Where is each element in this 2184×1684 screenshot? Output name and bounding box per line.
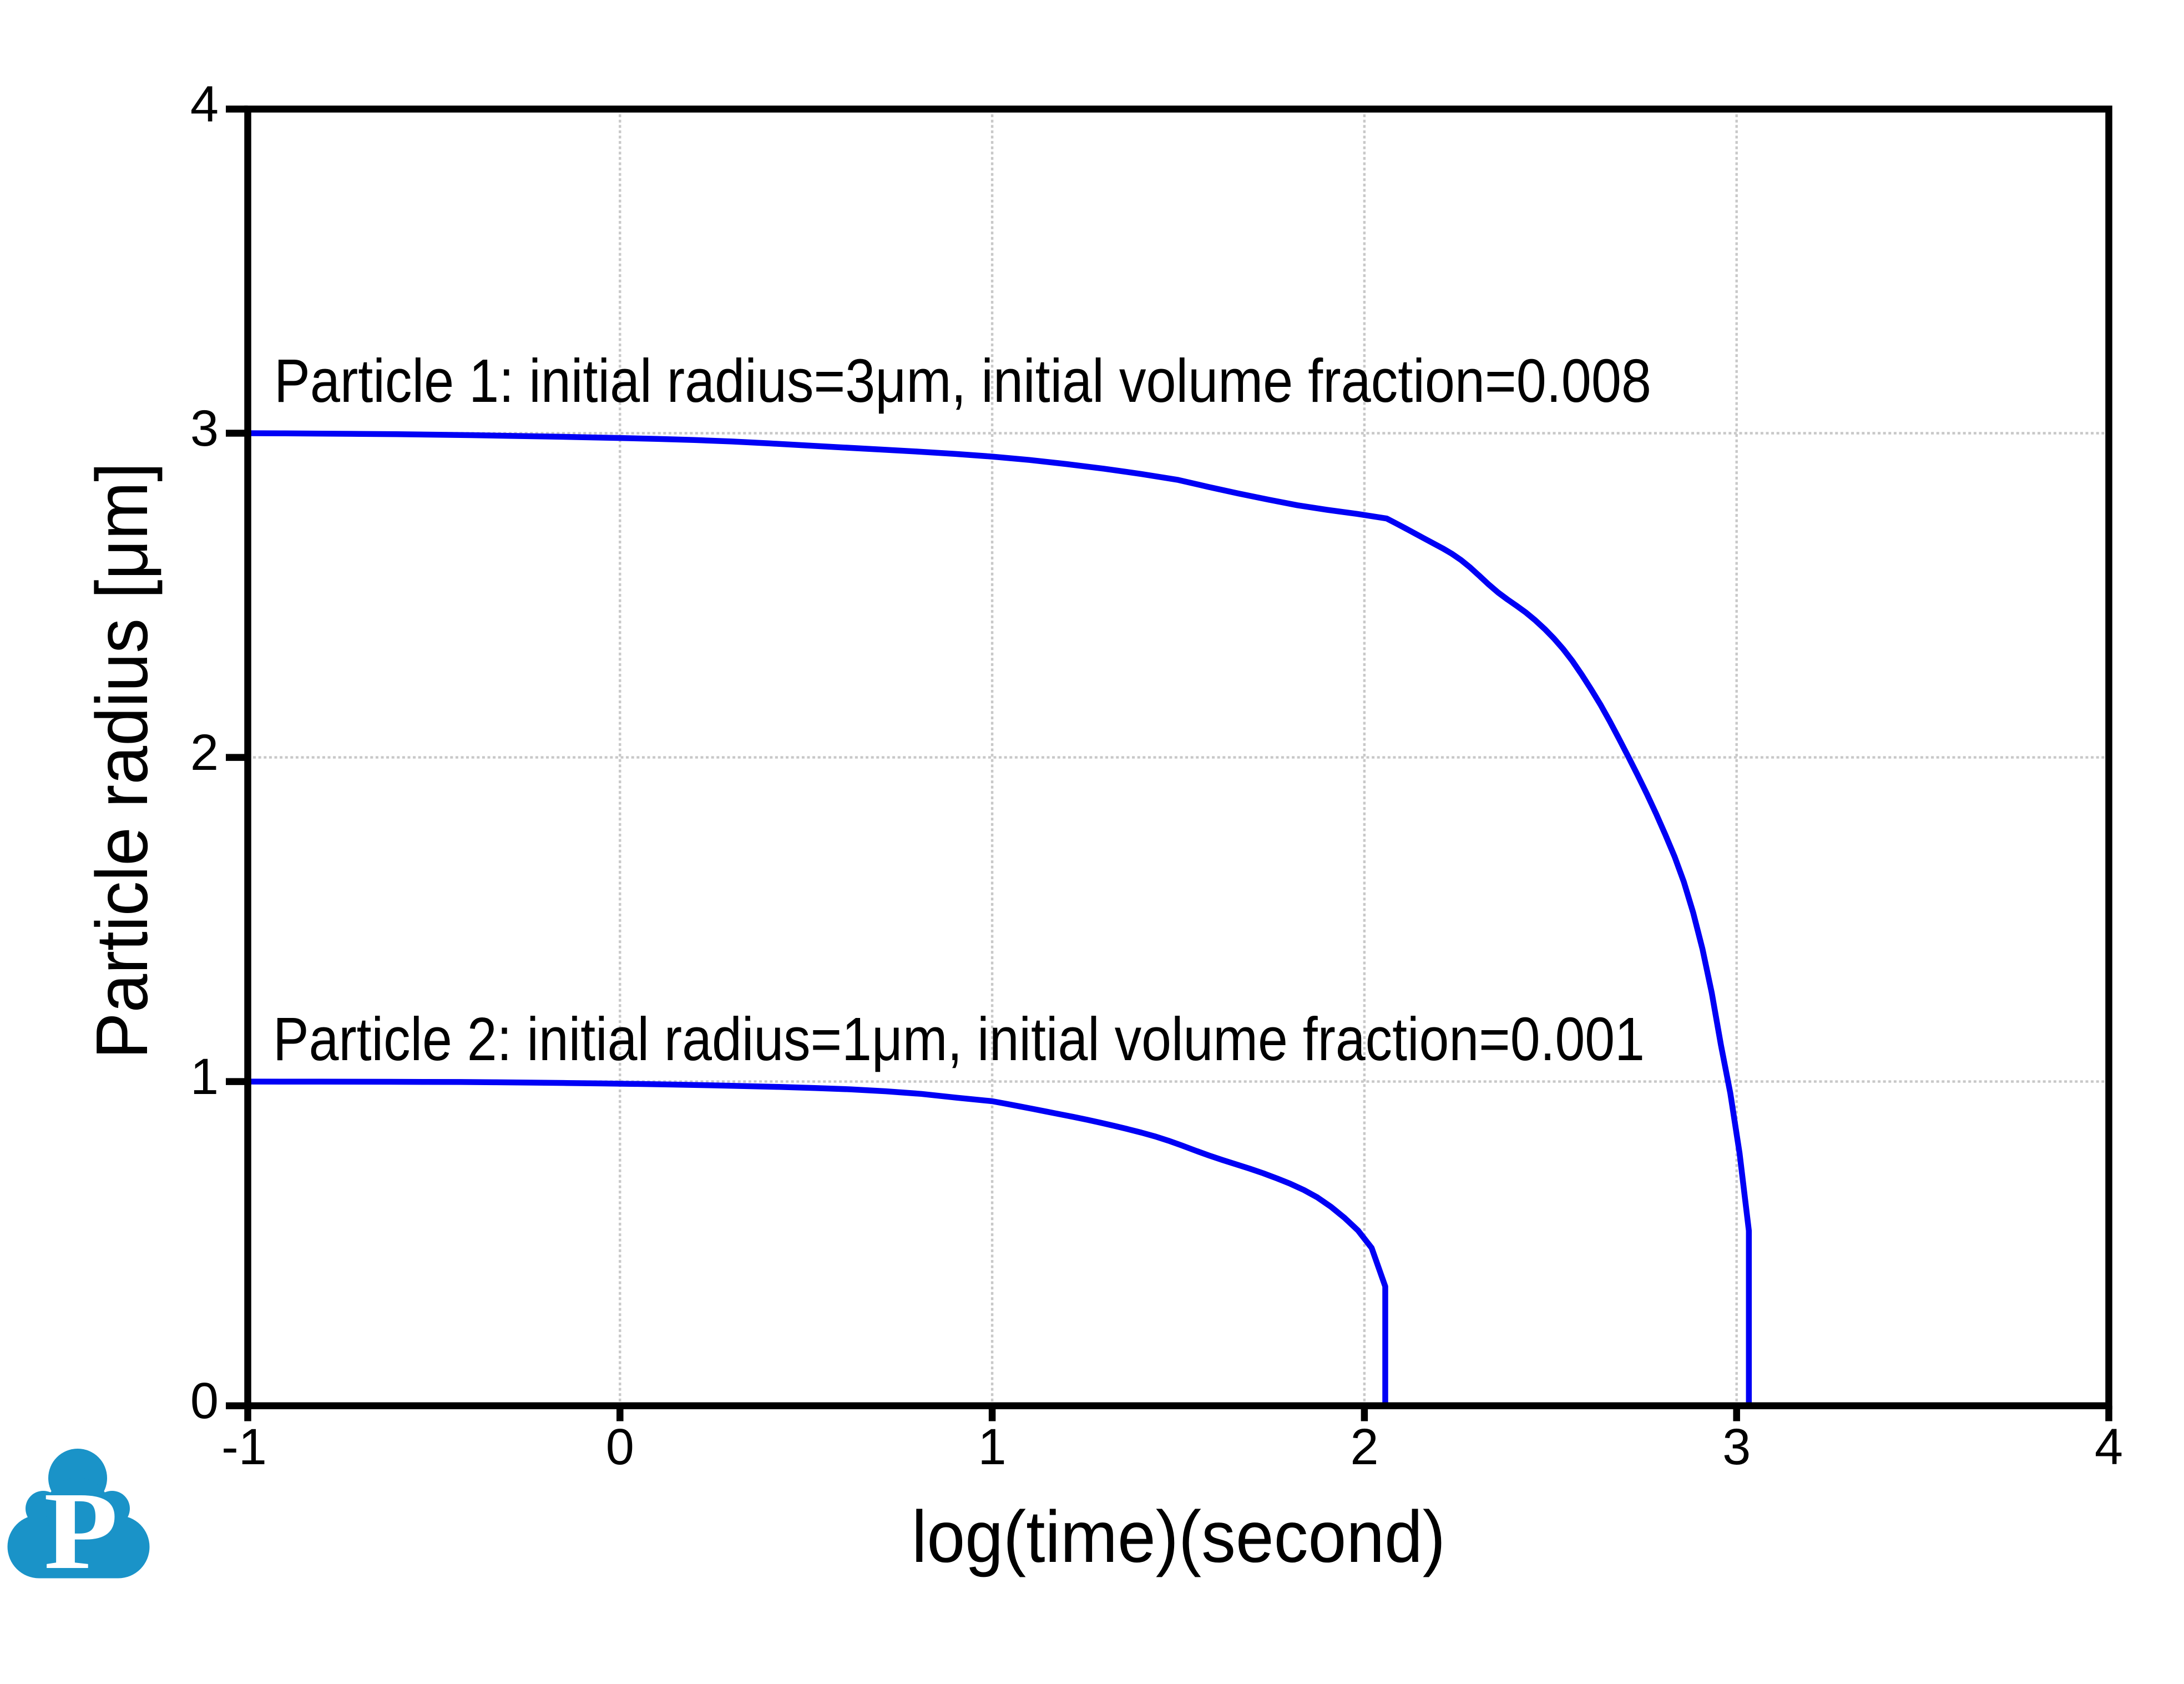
svg-text:2: 2 [1350,1419,1378,1475]
svg-text:1: 1 [978,1419,1007,1475]
svg-text:3: 3 [1722,1419,1751,1475]
svg-text:Particle radius [μm]: Particle radius [μm] [81,462,163,1059]
svg-text:log(time)(second): log(time)(second) [912,1496,1445,1577]
svg-text:Particle 2: initial radius=1μm: Particle 2: initial radius=1μm, initial … [273,1005,1645,1073]
svg-text:P: P [44,1470,118,1592]
svg-text:Particle 1: initial radius=3μm: Particle 1: initial radius=3μm, initial … [274,347,1651,415]
svg-text:4: 4 [190,76,219,133]
svg-text:0: 0 [606,1419,634,1475]
svg-text:-1: -1 [221,1419,267,1475]
svg-text:1: 1 [190,1048,219,1105]
svg-text:3: 3 [190,400,219,457]
svg-text:4: 4 [2095,1419,2123,1475]
svg-text:0: 0 [190,1373,219,1429]
svg-text:2: 2 [190,724,219,781]
